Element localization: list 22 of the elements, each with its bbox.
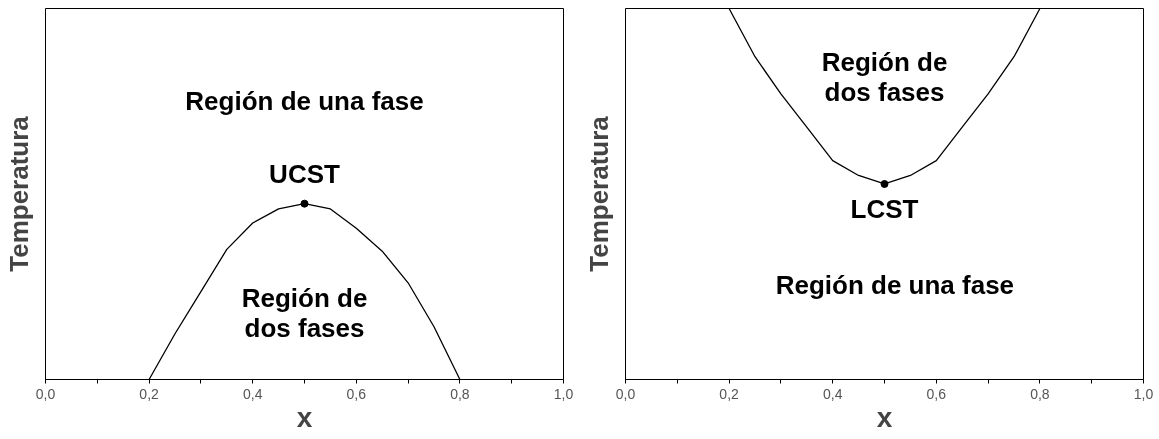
x-tick-label: 0,4 [822,385,843,402]
x-tick-label: 0,8 [1030,385,1050,402]
annotation: Región de dos fases [821,47,948,108]
annotation: Región de dos fases [241,282,368,343]
x-axis-title: x [876,401,893,433]
x-tick-label: 0,0 [615,385,636,402]
text: UCST [269,158,341,189]
x-tick-label: 0,6 [346,385,367,402]
text: Región de una fase [185,86,424,117]
x-tick-label: 1,0 [1133,385,1154,402]
annotation: LCST [850,193,919,224]
x-tick-label: 1,0 [553,385,574,402]
annotation: Región de una fase [775,269,1015,300]
y-axis-title: Temperatura [583,115,614,272]
x-tick-label: 0,2 [719,385,740,402]
x-tick-label: 0,6 [926,385,947,402]
x-tick-label: 0,8 [450,385,470,402]
y-axis-title: Temperatura [3,115,34,272]
x-tick-label: 0,0 [35,385,56,402]
x-axis-title: x [296,401,313,433]
x-tick-label: 0,2 [139,385,160,402]
x-tick-label: 0,4 [242,385,263,402]
